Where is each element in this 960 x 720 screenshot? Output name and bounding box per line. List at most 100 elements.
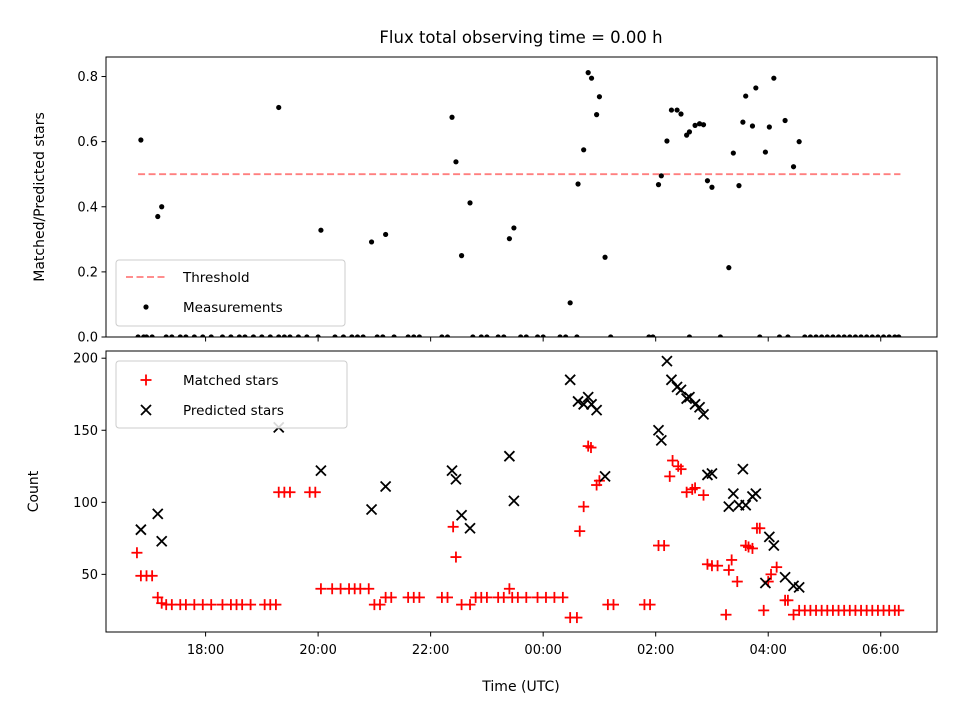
matched-stars-point — [731, 576, 743, 588]
matched-stars-point — [385, 591, 397, 603]
matched-stars-point — [758, 604, 770, 616]
predicted-stars-point-b — [152, 508, 164, 520]
measurement-point — [318, 227, 324, 233]
measurement-point — [678, 111, 684, 117]
predicted-stars-point-b — [706, 467, 718, 480]
matched-stars-point — [754, 522, 766, 534]
legend: Threshold Measurements — [115, 259, 346, 327]
matched-stars-point — [689, 482, 701, 494]
measurement-point — [717, 334, 723, 337]
panel-data — [131, 355, 905, 624]
predicted-stars-point — [680, 392, 693, 405]
measurement-point — [782, 117, 788, 124]
matched-stars-point — [374, 599, 386, 611]
predicted-stars-point — [779, 571, 791, 583]
matched-stars-point — [245, 599, 257, 611]
measurement-point — [658, 173, 664, 179]
matched-stars-point — [578, 501, 590, 513]
predicted-stars-point — [503, 450, 516, 462]
legend-measurements-swatch — [143, 304, 149, 310]
count-panel: 50 100 150 200 18:00 20:00 22:00 00:00 02:00 04:0… — [26, 350, 938, 658]
matched-stars-point — [675, 463, 687, 475]
matched-stars-point — [442, 591, 454, 603]
matched-stars-point — [363, 583, 375, 595]
measurement-point — [523, 334, 529, 337]
measurement-point — [858, 334, 864, 337]
measurement-point — [726, 265, 732, 271]
predicted-stars-point — [723, 500, 735, 513]
legend-matched-swatch — [140, 374, 152, 386]
predicted-stars-point — [315, 464, 327, 477]
measurement-point — [177, 334, 183, 337]
measurement-point — [453, 159, 459, 165]
predicted-stars-point-b — [455, 509, 468, 521]
measurement-point — [540, 334, 546, 337]
predicted-stars-point — [582, 391, 594, 403]
measurement-point — [650, 334, 656, 337]
measurement-point — [449, 114, 455, 120]
predicted-stars-point — [683, 391, 696, 403]
measurement-point — [416, 334, 422, 337]
y-tick-label: 0.4 — [77, 200, 98, 215]
y-axis-label: Matched/Predicted stars — [32, 112, 48, 282]
measurement-point — [557, 334, 563, 337]
matched-stars-point — [481, 591, 493, 603]
x-tick-label: 18:00 — [187, 643, 224, 658]
measurement-point — [594, 112, 600, 118]
predicted-stars-point-b — [763, 531, 775, 543]
predicted-stars-point-b — [727, 488, 739, 500]
measurement-point — [655, 182, 662, 188]
ratio-panel: 0.0 0.2 0.4 0.6 0.8 Matched/Predicted stars Th… — [32, 56, 938, 346]
matched-stars-point — [284, 486, 296, 498]
predicted-stars-point — [655, 434, 667, 446]
matched-stars-point — [644, 599, 656, 611]
predicted-stars-point — [508, 495, 520, 507]
matched-stars-point — [712, 560, 724, 572]
matched-stars-point — [720, 609, 732, 621]
matched-stars-point — [152, 591, 164, 603]
x-tick-label: 22:00 — [412, 643, 449, 658]
matched-stars-point — [788, 609, 800, 621]
measurement-point — [501, 334, 507, 337]
predicted-stars-point — [793, 581, 805, 593]
measurement-point — [276, 334, 282, 337]
matched-stars-point — [315, 583, 327, 595]
measurement-point — [835, 334, 842, 337]
predicted-stars-point-b — [689, 398, 701, 410]
measurement-point — [743, 93, 749, 99]
measurement-point — [709, 184, 715, 190]
x-tick-label: 04:00 — [749, 643, 786, 658]
predicted-stars-point-b — [737, 463, 749, 475]
measurement-point — [200, 334, 206, 337]
measurement-point — [368, 239, 375, 245]
y-tick-label: 0.0 — [77, 331, 98, 346]
measurement-point — [159, 204, 165, 210]
measurement-point — [163, 334, 169, 337]
matched-stars-point — [893, 604, 905, 616]
matched-stars-point — [658, 540, 670, 552]
measurement-point — [444, 334, 451, 337]
measurement-point — [304, 334, 310, 337]
matched-stars-point — [464, 599, 476, 611]
matched-stars-point — [607, 599, 619, 611]
x-tick-label: 06:00 — [862, 643, 899, 658]
matched-stars-point — [664, 470, 676, 482]
predicted-stars-point-b — [464, 522, 476, 534]
matched-stars-point — [205, 599, 217, 611]
y-tick-label: 0.8 — [77, 70, 98, 85]
y-tick-label: 150 — [73, 424, 98, 439]
measurement-point — [892, 334, 898, 337]
measurement-point — [757, 334, 763, 337]
measurement-point — [736, 183, 742, 189]
measurement-point — [219, 334, 226, 337]
measurement-point — [852, 334, 859, 337]
predicted-stars-point-b — [652, 424, 665, 436]
matched-stars-point — [681, 486, 693, 498]
measurement-point — [506, 236, 513, 242]
measurement-point — [518, 334, 524, 337]
predicted-stars-point — [455, 509, 468, 521]
matched-stars-point — [574, 525, 586, 537]
measurement-point — [869, 334, 875, 337]
measurement-point — [771, 75, 777, 81]
